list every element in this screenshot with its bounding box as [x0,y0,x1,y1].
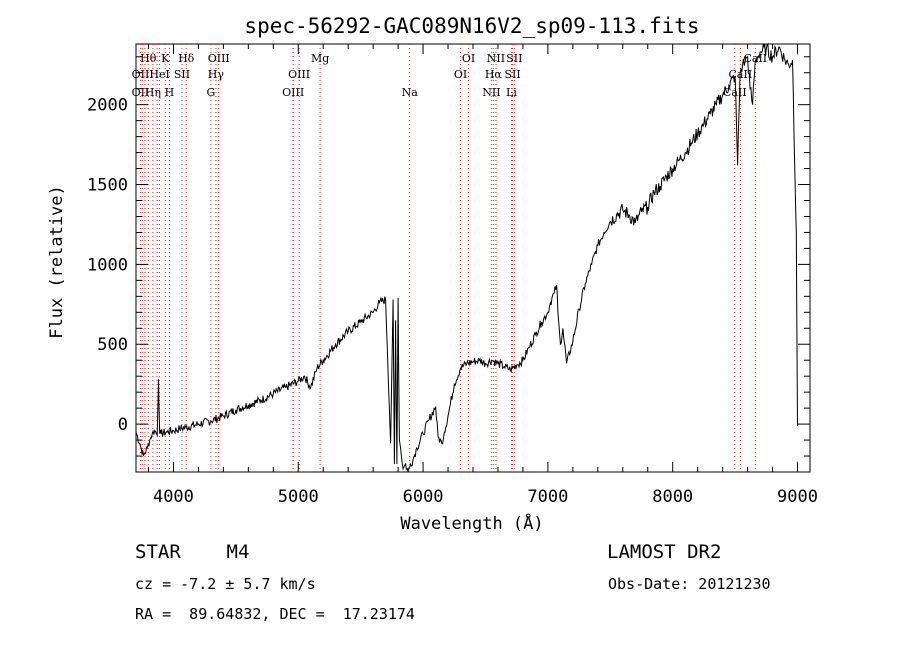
x-axis-label: Wavelength (Å) [400,512,543,534]
spectral-line-label: H [165,86,175,99]
y-tick-label: 1500 [87,176,128,196]
spectral-line-label: OII [132,86,150,99]
spectral-line-label: NII [482,86,500,99]
x-tick-label: 4000 [153,487,194,507]
chart-title: spec-56292-GAC089N16V2_sp09-113.fits [244,14,699,38]
spectral-line-label: OIII [208,52,230,65]
ra-dec: RA = 89.64832, DEC = 17.23174 [135,605,415,623]
y-tick-label: 1000 [87,255,128,275]
survey-name: LAMOST DR2 [607,541,722,563]
object-class: STAR M4 [135,541,250,563]
spectral-line-label: OII [132,68,150,81]
spectral-line-label: OIII [288,68,310,81]
spectral-line-label: Hη [145,86,161,99]
x-tick-label: 7000 [527,487,568,507]
spectral-line-label: OIII [282,86,304,99]
spectral-line-label: SII [174,68,190,81]
x-tick-label: 8000 [652,487,693,507]
y-tick-label: 2000 [87,96,128,116]
spectral-line-label: HeI [149,68,169,81]
spectral-line-label: OI [462,52,475,65]
spectral-line-label: Li [506,86,517,99]
spectral-line-label: CaII [743,52,767,65]
spectral-line-label: K [161,52,170,65]
y-tick-label: 500 [97,335,128,355]
redshift-text: cz = -7.2 ± 5.7 km/s [135,575,316,593]
x-tick-label: 9000 [777,487,818,507]
spectral-line-label: Hα [485,68,503,81]
spectral-line-label: Hθ [140,52,157,65]
spectral-line-label: NII [487,52,505,65]
spectral-line-label: SII [506,52,522,65]
spectral-line-label: Hδ [178,52,195,65]
spectral-line-label: Na [402,86,419,99]
spectral-line-label: SII [504,68,520,81]
y-tick-label: 0 [118,415,128,435]
spectrum-line [135,42,798,473]
spectral-line-label: CaII [723,86,747,99]
spectral-line-label: Mg [311,52,329,65]
obs-date: Obs-Date: 20121230 [608,575,771,593]
y-axis-label: Flux (relative) [47,185,67,339]
spectral-line-label: OI [454,68,467,81]
spectral-line-label: Hγ [208,68,225,81]
x-tick-label: 6000 [403,487,444,507]
x-tick-label: 5000 [278,487,319,507]
spectral-line-label: G [206,86,215,99]
